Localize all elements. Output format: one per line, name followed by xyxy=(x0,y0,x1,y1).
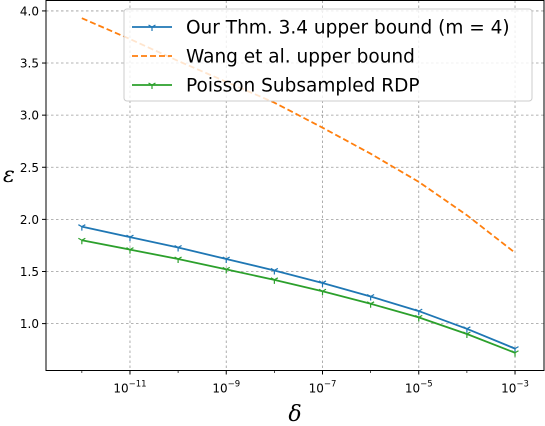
y-tick-label: 2.0 xyxy=(20,213,39,227)
legend-item: Wang et al. upper bound xyxy=(132,47,415,68)
x-tick-label: 10−11 xyxy=(113,380,146,396)
data-point xyxy=(318,280,327,287)
data-point xyxy=(148,24,156,31)
x-tick-label: 10−7 xyxy=(309,380,337,396)
legend: Our Thm. 3.4 upper bound (m = 4) Wang et … xyxy=(123,8,533,102)
data-point xyxy=(174,244,182,252)
data-point xyxy=(463,331,471,339)
series-poisson-subsampled-rdp xyxy=(78,237,519,357)
y-axis-label: ε xyxy=(3,163,15,188)
legend-item: Our Thm. 3.4 upper bound (m = 4) xyxy=(132,18,510,39)
series-wang-et-al-upper-bound xyxy=(81,17,516,254)
legend-box xyxy=(123,8,533,102)
legend-item: Poisson Subsampled RDP xyxy=(132,76,420,97)
y-tick-label: 1.0 xyxy=(20,317,39,331)
data-point xyxy=(222,256,231,263)
data-point xyxy=(366,301,375,308)
series-line xyxy=(81,17,516,254)
data-point xyxy=(463,326,471,333)
data-point xyxy=(222,266,231,274)
legend-label: Our Thm. 3.4 upper bound (m = 4) xyxy=(186,18,510,39)
data-point xyxy=(511,350,519,357)
axis-ticks: 10−11 10−9 10−7 10−5 10−3 1.0 1.5 2.0 2.5 3.0 3.5 4… xyxy=(20,4,529,395)
legend-label: Poisson Subsampled RDP xyxy=(186,76,420,97)
x-tick-label: 10−9 xyxy=(212,380,240,396)
data-point xyxy=(126,234,134,242)
series-line xyxy=(81,225,516,350)
data-point xyxy=(126,247,134,254)
y-tick-label: 3.0 xyxy=(20,109,39,123)
x-tick-label: 10−5 xyxy=(405,380,433,396)
legend-label: Wang et al. upper bound xyxy=(186,47,415,68)
y-tick-label: 4.0 xyxy=(20,4,39,18)
data-point xyxy=(174,256,182,263)
data-point xyxy=(148,82,156,89)
x-tick-label: 10−3 xyxy=(501,380,529,396)
data-point xyxy=(78,224,86,231)
y-tick-label: 3.5 xyxy=(20,57,39,71)
data-point xyxy=(366,293,375,301)
data-point xyxy=(414,314,423,322)
series-our-thm-3-4-upper-bound-m-4 xyxy=(78,224,519,353)
x-axis-label: δ xyxy=(288,402,301,426)
data-point xyxy=(270,267,279,275)
y-tick-label: 2.5 xyxy=(20,161,39,175)
data-point xyxy=(270,277,279,284)
data-point xyxy=(78,237,86,245)
series-line xyxy=(81,239,516,354)
plot-frame xyxy=(45,0,545,371)
y-tick-label: 1.5 xyxy=(20,265,39,279)
data-point xyxy=(414,308,423,316)
data-point xyxy=(318,288,327,296)
plot-series xyxy=(78,17,519,357)
